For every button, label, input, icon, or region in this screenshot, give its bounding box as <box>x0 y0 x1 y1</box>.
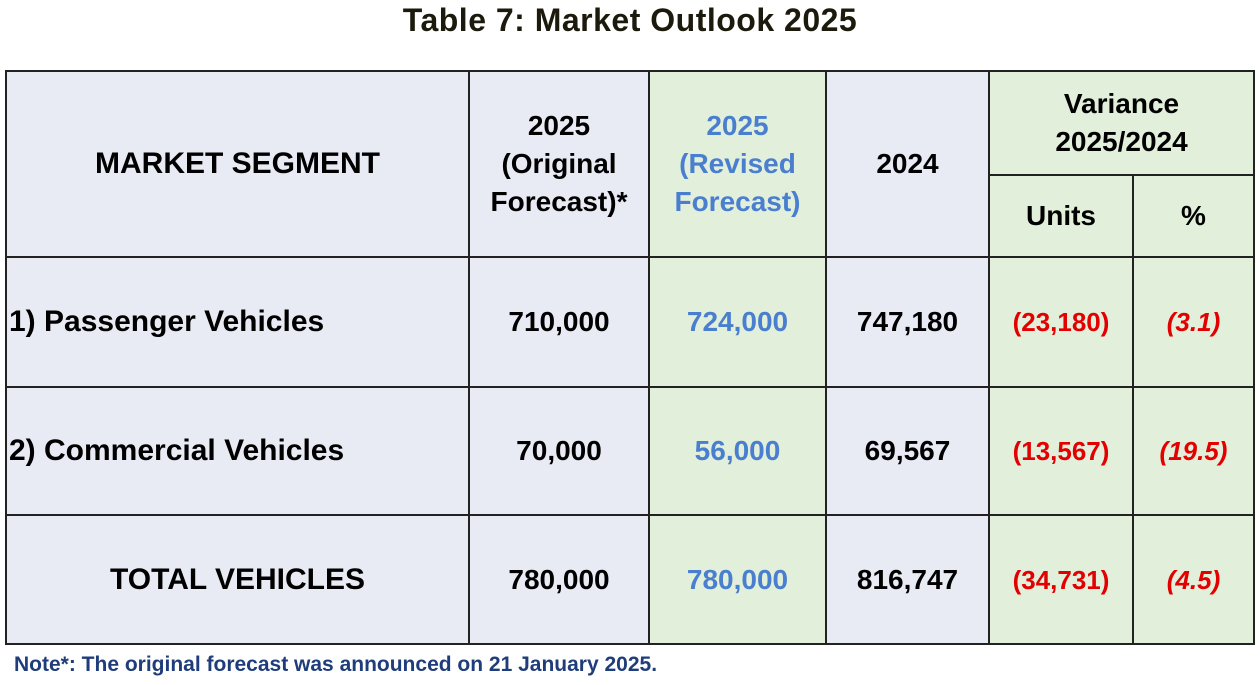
header-percent: % <box>1132 174 1255 258</box>
header-market-segment: MARKET SEGMENT <box>5 70 470 258</box>
y2024-cell: 69,567 <box>825 386 990 516</box>
header-original-forecast: 2025 (Original Forecast)* <box>468 70 650 258</box>
units-cell: (13,567) <box>988 386 1134 516</box>
header-line: 2025 <box>527 110 591 141</box>
header-line: Variance <box>1063 88 1180 119</box>
units-cell: (34,731) <box>988 514 1134 645</box>
header-line: Forecast)* <box>490 186 628 217</box>
percent-cell: (3.1) <box>1132 256 1255 388</box>
table-row: 1) Passenger Vehicles 710,000 724,000 74… <box>5 256 1255 388</box>
header-line: (Original <box>501 148 617 179</box>
original-cell: 780,000 <box>468 514 650 645</box>
header-line: 2025 <box>706 110 769 141</box>
table-title: Table 7: Market Outlook 2025 <box>402 2 858 38</box>
market-outlook-table: MARKET SEGMENT 2025 (Original Forecast)* 2… <box>5 70 1255 645</box>
header-2024: 2024 <box>825 70 990 258</box>
table-row: 2) Commercial Vehicles 70,000 56,000 69,… <box>5 386 1255 516</box>
units-cell: (23,180) <box>988 256 1134 388</box>
header-variance: Variance 2025/2024 <box>988 70 1255 176</box>
header-revised-forecast: 2025 (Revised Forecast) <box>648 70 827 258</box>
revised-cell: 780,000 <box>648 514 827 645</box>
table-row: TOTAL VEHICLES 780,000 780,000 816,747 (… <box>5 514 1255 645</box>
original-cell: 70,000 <box>468 386 650 516</box>
original-cell: 710,000 <box>468 256 650 388</box>
segment-cell: TOTAL VEHICLES <box>5 514 470 645</box>
header-line: Forecast) <box>674 186 801 217</box>
header-units: Units <box>988 174 1134 258</box>
footnote: Note*: The original forecast was announc… <box>14 653 658 676</box>
header-line: (Revised <box>679 148 796 179</box>
percent-cell: (19.5) <box>1132 386 1255 516</box>
revised-cell: 724,000 <box>648 256 827 388</box>
segment-cell: 1) Passenger Vehicles <box>5 256 470 388</box>
header-line: 2025/2024 <box>1055 126 1188 157</box>
percent-cell: (4.5) <box>1132 514 1255 645</box>
y2024-cell: 747,180 <box>825 256 990 388</box>
revised-cell: 56,000 <box>648 386 827 516</box>
segment-cell: 2) Commercial Vehicles <box>5 386 470 516</box>
y2024-cell: 816,747 <box>825 514 990 645</box>
